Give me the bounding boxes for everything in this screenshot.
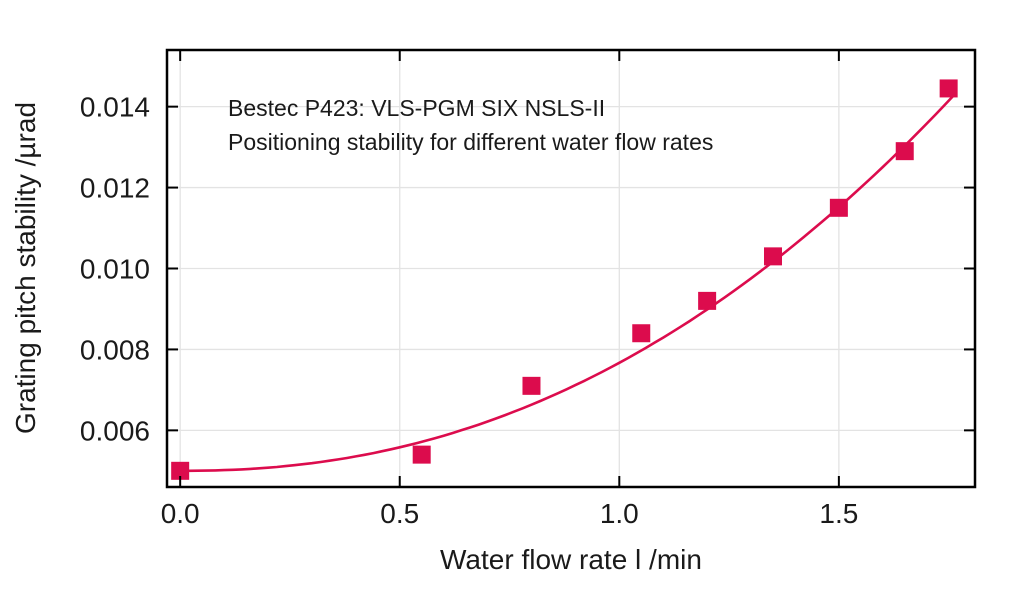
y-tick-label: 0.012 [80, 173, 150, 204]
x-tick-label: 0.5 [380, 498, 419, 529]
data-point-marker [698, 291, 717, 310]
y-tick-label: 0.006 [80, 415, 150, 446]
data-point-marker [895, 142, 914, 161]
data-point-marker [522, 376, 541, 395]
annotation-title-line1: Bestec P423: VLS-PGM SIX NSLS-II [228, 95, 606, 121]
data-point-marker [412, 445, 431, 464]
x-tick-label: 1.5 [819, 498, 858, 529]
data-point-marker [939, 79, 958, 98]
data-point-marker [171, 461, 190, 480]
annotation-title-line2: Positioning stability for different wate… [228, 129, 714, 155]
x-tick-label: 0.0 [161, 498, 200, 529]
y-tick-label: 0.010 [80, 254, 150, 285]
annotation-title: Bestec P423: VLS-PGM SIX NSLS-II Positio… [228, 91, 713, 159]
fit-curve [180, 95, 954, 473]
y-tick-label: 0.008 [80, 334, 150, 365]
data-point-marker [764, 247, 782, 266]
y-axis-label: Grating pitch stability /µrad [10, 101, 41, 435]
x-tick-label: 1.0 [600, 498, 639, 529]
data-point-marker [829, 198, 848, 217]
y-tick-label: 0.014 [80, 92, 150, 123]
data-point-marker [632, 324, 651, 343]
x-axis-label: Water flow rate l /min [440, 544, 702, 575]
